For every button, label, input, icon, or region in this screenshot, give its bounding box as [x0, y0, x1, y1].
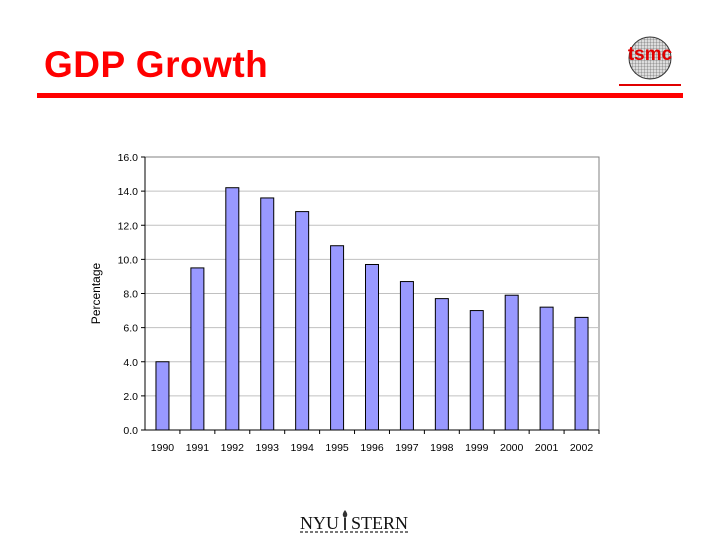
- bar-2002: [574, 316, 589, 431]
- x-tick-label: 1996: [360, 442, 384, 454]
- y-tick-label: 10.0: [118, 254, 139, 266]
- y-axis-title: Percentage: [89, 262, 103, 324]
- y-tick-label: 6.0: [123, 323, 138, 335]
- x-tick-label: 2002: [570, 442, 594, 454]
- x-tick-label: 1998: [430, 442, 454, 454]
- bar-1995: [330, 245, 345, 431]
- x-tick-label: 1992: [221, 442, 245, 454]
- torch-icon: [342, 510, 348, 530]
- x-tick-label: 2001: [535, 442, 559, 454]
- y-tick-label: 2.0: [123, 391, 138, 403]
- x-tick-label: 2000: [500, 442, 524, 454]
- footer-text-nyu: NYU: [300, 513, 339, 533]
- logo-wordmark: tsmc: [627, 44, 673, 65]
- wafer-grid-icon: [619, 36, 681, 86]
- bar-1998: [434, 298, 449, 431]
- y-tick-label: 16.0: [118, 152, 139, 164]
- footer-wordmark: NYU STERN: [300, 510, 408, 534]
- y-tick-label: 14.0: [118, 186, 139, 198]
- x-tick-label: 1994: [290, 442, 314, 454]
- x-tick-label: 1997: [395, 442, 419, 454]
- x-tick-label: 1999: [465, 442, 489, 454]
- x-tick-label: 1991: [186, 442, 210, 454]
- footer-subline: [300, 531, 410, 533]
- bar-2000: [504, 294, 519, 431]
- x-tick-label: 1995: [325, 442, 349, 454]
- slide-title: GDP Growth: [44, 44, 269, 85]
- bar-2001: [539, 306, 554, 431]
- bar-1999: [469, 310, 484, 431]
- y-tick-label: 0.0: [123, 425, 138, 437]
- y-tick-label: 8.0: [123, 289, 138, 301]
- footer-text-stern: STERN: [351, 513, 409, 533]
- bar-1997: [399, 281, 414, 431]
- bar-1991: [190, 267, 205, 431]
- nyu-stern-logo: NYU STERN: [300, 502, 410, 536]
- tsmc-logo: tsmc: [617, 36, 683, 88]
- bar-1996: [365, 263, 379, 431]
- x-tick-label: 1993: [256, 442, 280, 454]
- bar-1994: [295, 211, 310, 431]
- bar-1993: [260, 197, 275, 431]
- y-tick-label: 4.0: [123, 357, 138, 369]
- bar-1990: [155, 361, 170, 431]
- title-divider: [37, 93, 683, 98]
- x-tick-label: 1990: [151, 442, 175, 454]
- bar-1992: [225, 187, 240, 431]
- y-tick-label: 12.0: [118, 220, 139, 232]
